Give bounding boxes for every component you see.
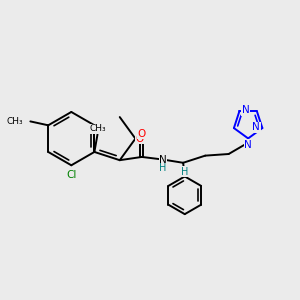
Text: CH₃: CH₃ (90, 124, 106, 133)
Text: O: O (138, 128, 146, 139)
Text: CH₃: CH₃ (7, 117, 23, 126)
Text: H: H (159, 163, 167, 173)
Text: H: H (181, 167, 188, 177)
Text: N: N (242, 105, 249, 116)
Text: N: N (159, 154, 167, 164)
Text: N: N (252, 122, 260, 132)
Text: Cl: Cl (66, 170, 76, 180)
Text: N: N (244, 140, 252, 150)
Text: O: O (136, 134, 144, 144)
